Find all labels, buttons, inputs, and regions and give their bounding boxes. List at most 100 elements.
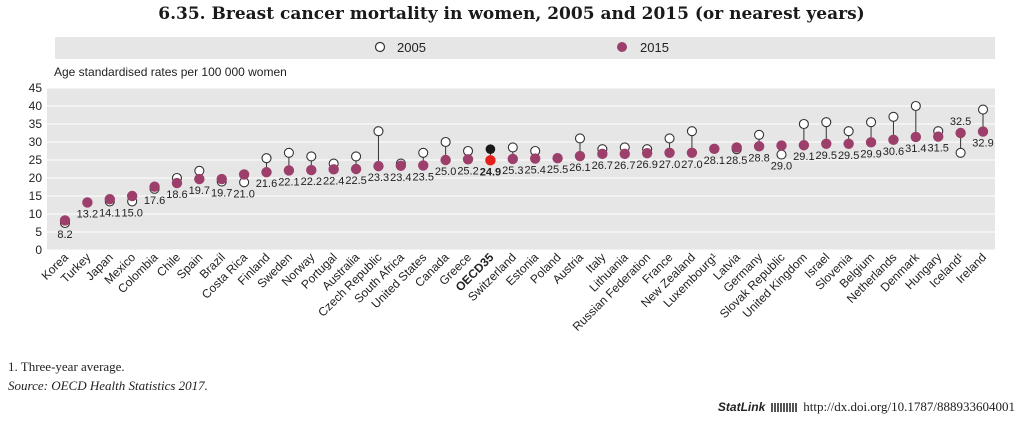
marker-2015-9	[261, 167, 272, 178]
marker-2015-19	[485, 155, 496, 166]
marker-2015-0	[59, 215, 71, 226]
value-label: 26.9	[636, 159, 657, 171]
marker-2015-41	[977, 126, 989, 137]
marker-2005-16	[418, 147, 429, 158]
y-tick-label: 25	[29, 153, 43, 167]
value-label: 23.4	[390, 172, 411, 184]
y-tick-label: 15	[29, 189, 43, 203]
marker-2015-35	[843, 138, 854, 149]
value-label: 19.7	[211, 188, 232, 200]
value-label: 25.4	[524, 165, 545, 177]
marker-2015-27	[664, 147, 675, 158]
value-label: 28.1	[704, 155, 725, 167]
marker-2015-28	[686, 147, 698, 158]
value-label: 29.1	[793, 151, 814, 163]
value-label: 19.7	[189, 185, 210, 197]
marker-2005-20	[507, 142, 518, 153]
y-tick-label: 10	[29, 207, 43, 221]
marker-2015-31	[753, 141, 765, 152]
legend-label-2015: 2015	[640, 40, 669, 55]
value-label: 28.8	[748, 152, 769, 164]
value-label: 32.5	[950, 116, 971, 128]
legend-marker-2015	[617, 42, 627, 52]
marker-2015-4	[149, 181, 160, 192]
value-label: 31.5	[928, 143, 949, 155]
value-label: 14.1	[99, 207, 120, 219]
value-label: 29.5	[816, 150, 837, 162]
value-label: 26.7	[614, 160, 635, 172]
value-label: 22.5	[345, 175, 366, 187]
series-2015-markers	[59, 126, 989, 226]
marker-2015-16	[418, 160, 429, 171]
y-tick-label: 40	[29, 99, 43, 113]
value-label: 23.5	[413, 171, 434, 183]
marker-2005-10	[283, 147, 294, 158]
y-axis-label: Age standardised rates per 100 000 women	[54, 65, 287, 79]
value-label: 21.6	[256, 178, 277, 190]
marker-2015-10	[283, 165, 295, 176]
marker-2015-32	[776, 140, 787, 151]
marker-2015-11	[306, 164, 317, 176]
marker-2015-36	[865, 137, 877, 148]
marker-2015-40	[955, 127, 966, 139]
marker-2015-37	[888, 134, 899, 146]
marker-2005-23	[574, 133, 586, 144]
value-label: 25.3	[502, 165, 523, 177]
marker-2015-23	[574, 150, 586, 162]
chart-title: 6.35. Breast cancer mortality in women, …	[158, 4, 865, 24]
marker-2005-17	[440, 136, 451, 148]
y-tick-label: 45	[29, 81, 43, 95]
y-tick-label: 30	[29, 135, 43, 149]
marker-2015-14	[373, 160, 384, 172]
marker-2005-35	[843, 126, 854, 137]
value-label: 22.2	[301, 176, 322, 188]
marker-2005-28	[686, 126, 697, 137]
x-tick-label: Spain	[174, 250, 206, 282]
marker-2015-30	[731, 142, 742, 153]
value-label: 22.1	[278, 176, 299, 188]
marker-2005-31	[754, 129, 765, 140]
marker-2015-13	[350, 163, 362, 175]
marker-2005-40	[955, 147, 966, 158]
marker-2015-39	[933, 131, 944, 142]
source-note: Source: OECD Health Statistics 2017.	[8, 378, 208, 393]
marker-2005-37	[888, 111, 899, 122]
statlink-brand: StatLink	[717, 400, 766, 414]
marker-2015-6	[194, 173, 205, 185]
marker-2005-36	[865, 117, 877, 128]
y-tick-label: 20	[29, 171, 43, 185]
footnote: 1. Three-year average.	[8, 359, 125, 374]
marker-2015-20	[507, 153, 519, 165]
value-label: 21.0	[233, 188, 254, 200]
value-label: 26.7	[592, 160, 613, 172]
marker-2005-27	[664, 133, 675, 144]
marker-2015-34	[821, 138, 832, 149]
value-label: 29.5	[838, 150, 859, 162]
value-label: 8.2	[57, 229, 72, 241]
value-label: 32.9	[972, 138, 993, 150]
marker-2015-3	[126, 190, 138, 202]
marker-2015-38	[910, 131, 922, 143]
marker-2015-18	[462, 154, 474, 165]
marker-2015-22	[552, 153, 563, 164]
marker-2015-25	[619, 148, 630, 160]
marker-2005-13	[351, 151, 362, 162]
y-tick-label: 5	[35, 225, 42, 239]
marker-2005-32	[776, 149, 787, 160]
value-label: 17.6	[144, 195, 165, 207]
statlink[interactable]: StatLink http://dx.doi.org/10.1787/88893…	[718, 399, 1015, 415]
gridlines	[47, 87, 995, 251]
value-label: 27.0	[659, 159, 680, 171]
marker-2015-12	[328, 164, 339, 175]
marker-2005-41	[977, 104, 989, 115]
value-label: 24.9	[480, 166, 501, 178]
plot-area	[47, 88, 995, 250]
statlink-url[interactable]: http://dx.doi.org/10.1787/888933604001	[803, 399, 1015, 414]
legend-band	[55, 37, 995, 59]
marker-2015-21	[529, 153, 541, 164]
marker-2015-33	[798, 140, 810, 151]
value-label: 25.2	[457, 165, 478, 177]
value-label: 25.0	[435, 166, 456, 178]
marker-2015-2	[104, 194, 115, 205]
value-label: 31.4	[905, 143, 926, 155]
